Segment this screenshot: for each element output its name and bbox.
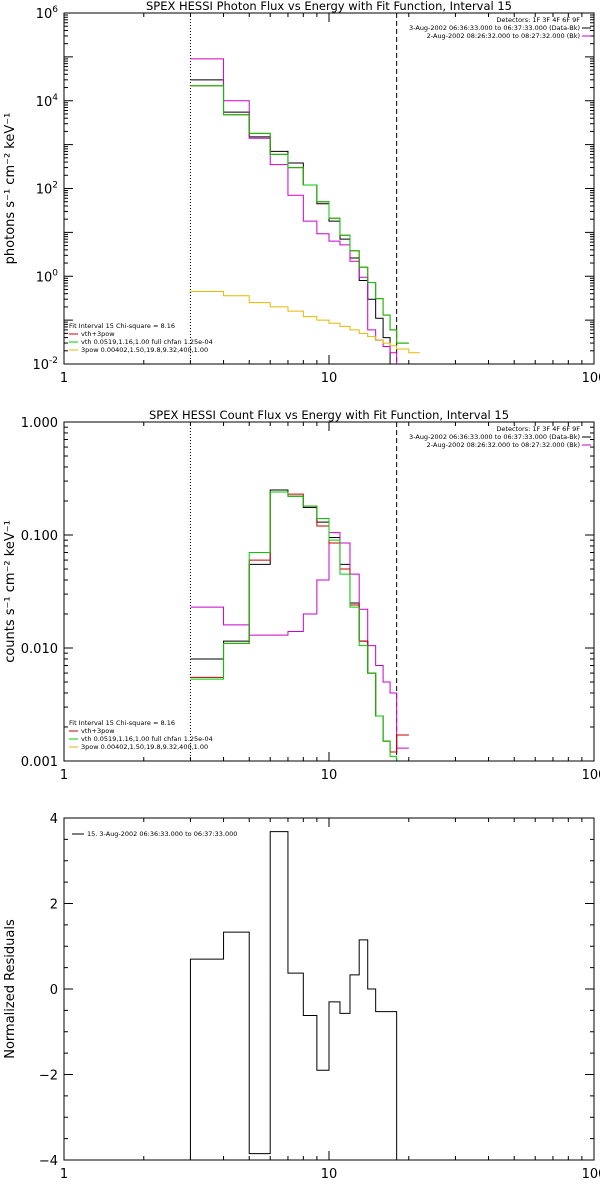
- header-line-2: 2-Aug-2002 08:26:32.000 to 08:27:32.000 …: [427, 32, 580, 40]
- y-tick-label: 104: [36, 93, 59, 110]
- fit-legend-item-2: 3pow 0.00402,1.50,19.8,9.32,400,1.00: [81, 346, 208, 354]
- fit-legend-item-0: vth+3pow: [81, 727, 115, 735]
- x-tick-label: 10: [321, 1167, 338, 1182]
- chart-title: SPEX HESSI Photon Flux vs Energy with Fi…: [146, 0, 512, 13]
- plot-data: [189, 13, 420, 364]
- y-axis-label: Normalized Residuals: [3, 919, 18, 1059]
- series-vth: [190, 491, 409, 761]
- x-tick-label: 100: [582, 768, 600, 783]
- y-tick-label: 10-2: [32, 356, 58, 373]
- y-tick-label: 0.100: [21, 529, 58, 544]
- fit-legend-head: Fit Interval 15 Chi-square = 8.16: [69, 322, 175, 330]
- plot-data: [189, 831, 398, 1160]
- y-tick-label: −4: [39, 1154, 58, 1169]
- plot-frame: [63, 421, 595, 762]
- fit-legend-item-2: 3pow 0.00402,1.50,19.8,9.32,400,1.00: [81, 743, 208, 751]
- chart-photon: SPEX HESSI Photon Flux vs Energy with Fi…: [3, 0, 600, 386]
- y-tick-label: 0.010: [21, 642, 58, 657]
- x-tick-label: 100: [582, 1167, 600, 1182]
- header-line-0: Detectors: 1F 3F 4F 6F 9F: [496, 16, 580, 24]
- y-tick-label: 4: [50, 812, 58, 827]
- legend-label: 15. 3-Aug-2002 06:36:33.000 to 06:37:33.…: [87, 830, 237, 838]
- series-data-bk: [190, 79, 409, 364]
- y-tick-label: 100: [36, 268, 59, 285]
- header-line-1: 3-Aug-2002 06:36:33.000 to 06:37:33.000 …: [409, 433, 580, 441]
- header-line-0: Detectors: 1F 3F 4F 6F 9F: [496, 425, 580, 433]
- header-line-2: 2-Aug-2002 08:26:32.000 to 08:27:32.000 …: [427, 441, 580, 449]
- y-tick-label: 0.001: [21, 755, 58, 770]
- fit-legend-item-1: vth 0.0519,1.16,1.00 full chfan 1.25e-04: [81, 735, 213, 743]
- y-axis-label: photons s⁻¹ cm⁻² keV⁻¹: [3, 113, 18, 265]
- fit-legend-item-0: vth+3pow: [81, 330, 115, 338]
- header-line-1: 3-Aug-2002 06:36:33.000 to 06:37:33.000 …: [409, 24, 580, 32]
- fit-legend-item-1: vth 0.0519,1.16,1.00 full chfan 1.25e-04: [81, 338, 213, 346]
- y-axis-label: counts s⁻¹ cm⁻² keV⁻¹: [3, 520, 18, 663]
- series-15-3-aug-2002-06-36-33-000-to-06-37-33-000: [189, 831, 398, 1160]
- fit-legend-head: Fit Interval 15 Chi-square = 8.16: [69, 719, 175, 727]
- x-tick-label: 1: [60, 371, 68, 386]
- series-vth: [190, 85, 409, 344]
- chart-title: SPEX HESSI Count Flux vs Energy with Fit…: [149, 408, 509, 422]
- plot-data: [189, 422, 420, 761]
- y-tick-label: 2: [50, 898, 58, 913]
- x-tick-label: 10: [321, 371, 338, 386]
- plot-frame: [63, 12, 595, 365]
- y-tick-label: 106: [36, 5, 59, 22]
- x-tick-label: 1: [60, 1167, 68, 1182]
- chart-count: SPEX HESSI Count Flux vs Energy with Fit…: [3, 408, 600, 783]
- x-tick-label: 1: [60, 768, 68, 783]
- x-tick-label: 10: [321, 768, 338, 783]
- plot-frame: [63, 817, 595, 1161]
- y-tick-label: −2: [39, 1069, 58, 1084]
- y-tick-label: 102: [36, 181, 58, 198]
- series-3pow: [190, 290, 420, 354]
- y-tick-label: 1.000: [21, 416, 58, 431]
- y-tick-label: 0: [50, 983, 58, 998]
- chart-residuals: 1 10 100 4 2 0 −2 −4 Normalized Residuals 15. 3-A…: [3, 812, 600, 1182]
- x-tick-label: 100: [582, 371, 600, 386]
